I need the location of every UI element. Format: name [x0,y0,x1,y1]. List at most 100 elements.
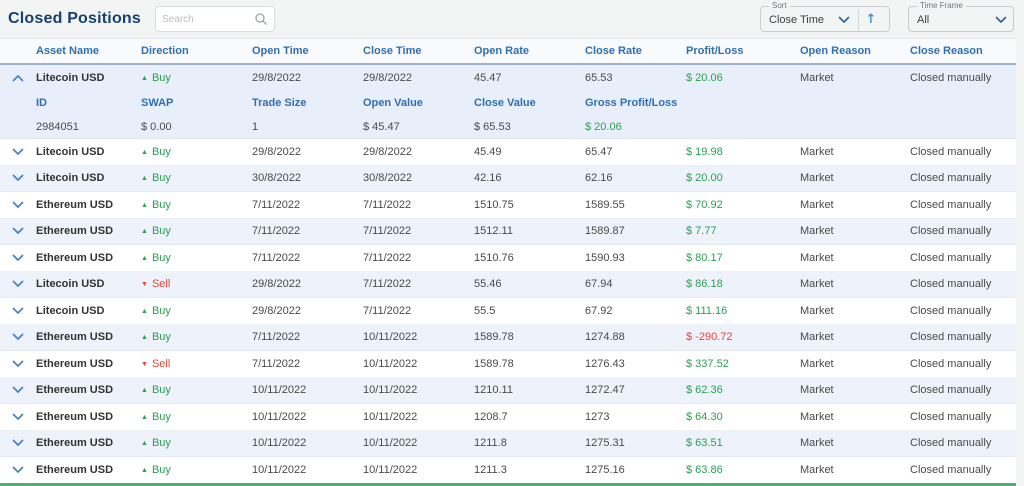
expand-chevron-icon[interactable] [0,386,36,394]
direction-label: Buy [151,463,171,476]
open-rate-cell: 1510.75 [474,198,514,211]
open-time-cell: 29/8/2022 [252,145,301,158]
close-rate-cell: 62.16 [585,172,613,185]
detail-open-value: $ 45.47 [363,120,400,133]
expand-chevron-icon[interactable] [0,439,36,447]
table-row[interactable]: Litecoin USD ▲ Buy 30/8/2022 30/8/2022 42… [0,165,1016,192]
open-rate-cell: 1208.7 [474,410,508,423]
direction-cell: ▼ Sell [141,278,252,290]
sort-select[interactable]: Sort Close Time ↑ [760,2,890,32]
profit-loss-cell: $ 19.98 [686,145,723,158]
direction-cell: ▼ Sell [141,358,252,370]
open-reason-cell: Market [800,410,834,423]
expand-chevron-icon[interactable] [0,307,36,315]
asset-name-cell: Ethereum USD [36,410,114,423]
table-row[interactable]: Ethereum USD ▲ Buy 7/11/2022 7/11/2022 15… [0,218,1016,245]
open-reason-cell: Market [800,437,834,450]
expand-chevron-icon[interactable] [0,254,36,262]
expand-chevron-icon[interactable] [0,227,36,235]
direction-label: Buy [151,251,171,264]
table-row[interactable]: Ethereum USD ▲ Buy 10/11/2022 10/11/2022 … [0,404,1016,431]
close-time-cell: 10/11/2022 [363,357,418,370]
close-time-cell: 10/11/2022 [363,331,418,344]
detail-trade-size-value: 1 [252,120,259,133]
expand-chevron-icon[interactable] [0,148,36,156]
asset-name-cell: Ethereum USD [36,225,114,238]
table-row[interactable]: Litecoin USD ▲ Buy 29/8/2022 7/11/2022 55… [0,298,1016,325]
open-reason-cell: Market [800,72,834,84]
asset-name-cell: Litecoin USD [36,72,105,84]
open-time-cell: 10/11/2022 [252,384,307,397]
table-row[interactable]: Ethereum USD ▲ Buy 10/11/2022 10/11/2022 … [0,457,1016,484]
direction-cell: ▲ Buy [141,199,252,211]
expand-chevron-icon[interactable] [0,74,36,82]
direction-label: Buy [151,198,171,211]
open-reason-cell: Market [800,304,834,317]
close-reason-cell: Closed manually [910,72,992,84]
expand-chevron-icon[interactable] [0,201,36,209]
time-frame-select[interactable]: Time Frame All [908,2,1014,32]
column-header-close-reason: Close Reason [910,45,983,57]
open-rate-cell: 45.47 [474,72,502,84]
table-row[interactable]: Ethereum USD ▲ Buy 10/11/2022 10/11/2022 … [0,430,1016,457]
close-reason-cell: Closed manually [910,172,992,185]
table-row[interactable]: Ethereum USD ▼ Sell 7/11/2022 10/11/2022 … [0,351,1016,378]
close-reason-cell: Closed manually [910,410,992,423]
direction-cell: ▲ Buy [141,411,252,423]
expand-chevron-icon[interactable] [0,413,36,421]
table-row[interactable]: Ethereum USD ▲ Buy 7/11/2022 7/11/2022 15… [0,192,1016,219]
chevron-down-icon [995,16,1007,24]
search-box[interactable] [155,6,275,32]
column-header-open-reason: Open Reason [800,45,871,57]
time-frame-label: Time Frame [920,1,963,10]
close-time-cell: 10/11/2022 [363,410,418,423]
direction-cell: ▲ Buy [141,331,252,343]
close-reason-cell: Closed manually [910,225,992,238]
close-time-cell: 29/8/2022 [363,72,412,84]
expand-chevron-icon[interactable] [0,333,36,341]
open-time-cell: 29/8/2022 [252,304,301,317]
open-rate-cell: 1211.3 [474,463,507,476]
close-reason-cell: Closed manually [910,463,992,476]
asset-name-cell: Ethereum USD [36,331,114,344]
direction-arrow-icon: ▼ [141,360,148,368]
direction-label: Buy [151,331,171,344]
expand-chevron-icon[interactable] [0,360,36,368]
table-row[interactable]: Litecoin USD ▼ Sell 29/8/2022 7/11/2022 5… [0,271,1016,298]
direction-arrow-icon: ▲ [141,228,148,236]
direction-label: Buy [151,304,171,317]
search-input[interactable] [162,13,254,25]
expand-chevron-icon[interactable] [0,280,36,288]
asset-name-cell: Ethereum USD [36,463,114,476]
profit-loss-cell: $ 20.00 [686,172,723,185]
table-row[interactable]: Ethereum USD ▲ Buy 10/11/2022 10/11/2022 … [0,377,1016,404]
close-reason-cell: Closed manually [910,251,992,264]
table-controls: Sort Close Time ↑ Time Frame All [760,2,1014,32]
detail-header-gross-profit-loss: Gross Profit/Loss [585,97,678,109]
profit-loss-cell: $ -290.72 [686,331,733,344]
toolbar: Closed Positions Sort Close Time ↑ Time … [0,0,1024,38]
open-rate-cell: 1211.8 [474,437,507,450]
table-row[interactable]: Litecoin USD ▲ Buy 29/8/2022 29/8/2022 45… [0,65,1016,91]
open-reason-cell: Market [800,331,834,344]
profit-loss-cell: $ 70.92 [686,198,723,211]
table-row[interactable]: Litecoin USD ▲ Buy 29/8/2022 29/8/2022 45… [0,139,1016,166]
expand-chevron-icon[interactable] [0,174,36,182]
detail-header-swap: SWAP [141,97,174,109]
close-time-cell: 7/11/2022 [363,251,412,264]
table-row[interactable]: Ethereum USD ▲ Buy 7/11/2022 10/11/2022 1… [0,324,1016,351]
asset-name-cell: Ethereum USD [36,357,114,370]
expand-chevron-icon[interactable] [0,466,36,474]
close-rate-cell: 1275.16 [585,463,625,476]
close-reason-cell: Closed manually [910,304,992,317]
close-time-cell: 29/8/2022 [363,145,412,158]
open-time-cell: 10/11/2022 [252,437,307,450]
open-reason-cell: Market [800,251,834,264]
table-row[interactable]: Ethereum USD ▲ Buy 7/11/2022 7/11/2022 15… [0,245,1016,272]
sort-direction-button[interactable]: ↑ [859,9,883,31]
close-rate-cell: 1274.88 [585,331,625,344]
close-rate-cell: 67.92 [585,304,613,317]
open-reason-cell: Market [800,384,834,397]
asset-name-cell: Litecoin USD [36,145,105,158]
direction-cell: ▲ Buy [141,72,252,84]
